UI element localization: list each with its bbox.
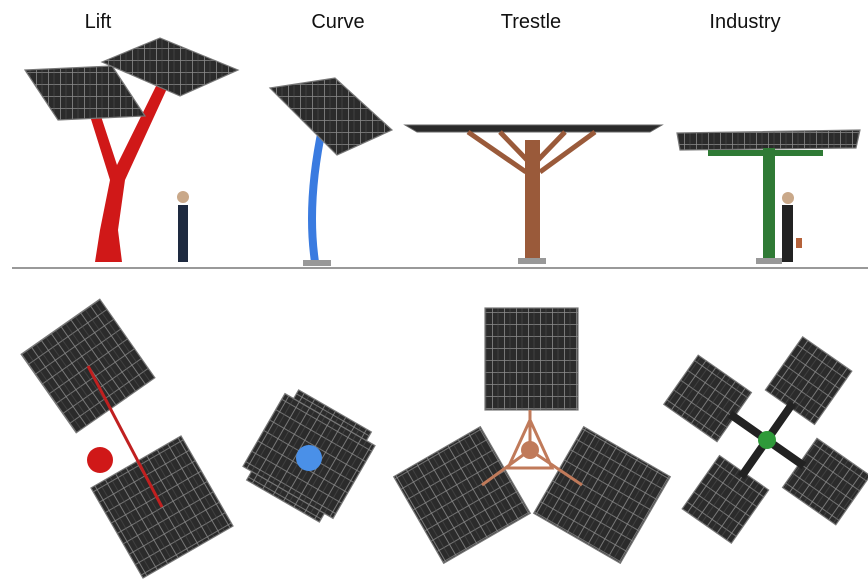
curve-top	[243, 390, 375, 522]
label-curve: Curve	[311, 11, 364, 33]
trestle-top	[394, 308, 671, 563]
lift-side	[25, 38, 238, 262]
curve-side	[270, 78, 392, 266]
trestle-side	[405, 125, 662, 264]
lift-top	[21, 299, 233, 578]
illustration: Lift Curve Trestle Industry	[0, 0, 868, 588]
label-industry: Industry	[709, 11, 780, 33]
industry-side	[677, 130, 860, 264]
label-lift: Lift	[85, 11, 112, 33]
industry-top	[621, 294, 868, 586]
page: Lift Curve Trestle Industry	[0, 0, 868, 588]
label-trestle: Trestle	[501, 11, 561, 33]
